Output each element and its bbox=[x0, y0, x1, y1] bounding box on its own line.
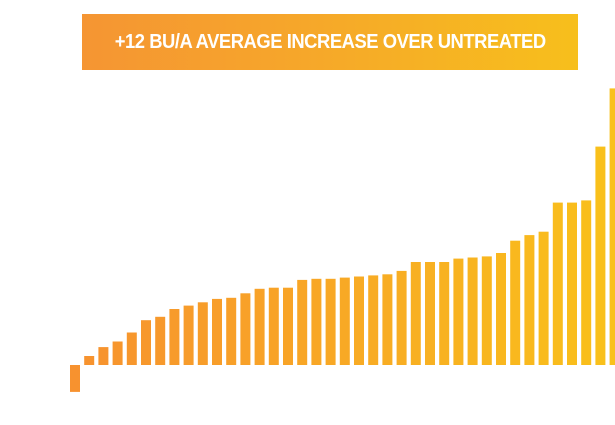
bar-13 bbox=[240, 293, 251, 365]
bar-1 bbox=[70, 365, 80, 392]
bar-25 bbox=[410, 262, 421, 365]
bar-26 bbox=[425, 262, 435, 365]
chart-title: +12 BU/A AVERAGE INCREASE OVER UNTREATED bbox=[114, 30, 546, 53]
bar-8 bbox=[169, 309, 180, 365]
bar-22 bbox=[368, 275, 379, 365]
bar-19 bbox=[325, 278, 336, 365]
bar-4 bbox=[112, 341, 123, 365]
bar-12 bbox=[226, 297, 237, 365]
bar-18 bbox=[311, 278, 322, 365]
bar-2 bbox=[84, 356, 95, 365]
bar-17 bbox=[297, 279, 308, 365]
bar-33 bbox=[524, 235, 535, 365]
bar-30 bbox=[481, 256, 492, 365]
bar-36 bbox=[567, 202, 577, 365]
bar-37 bbox=[581, 200, 592, 365]
bar-34 bbox=[538, 231, 549, 365]
bar-20 bbox=[339, 277, 350, 365]
bar-7 bbox=[155, 316, 166, 365]
bar-29 bbox=[467, 257, 478, 365]
bar-38 bbox=[595, 146, 606, 365]
bar-15 bbox=[268, 287, 279, 365]
bar-9 bbox=[183, 305, 194, 365]
bar-6 bbox=[141, 320, 151, 365]
bar-14 bbox=[254, 288, 265, 365]
bar-39 bbox=[609, 88, 615, 366]
bar-31 bbox=[496, 253, 506, 365]
bar-28 bbox=[453, 258, 464, 365]
bar-35 bbox=[552, 202, 563, 365]
bar-11 bbox=[212, 298, 222, 365]
title-banner: +12 BU/A AVERAGE INCREASE OVER UNTREATED bbox=[82, 14, 578, 70]
bars-group bbox=[70, 88, 615, 392]
bar-32 bbox=[510, 240, 521, 365]
bar-16 bbox=[283, 287, 293, 365]
bar-21 bbox=[354, 276, 364, 365]
bar-23 bbox=[382, 274, 393, 365]
bar-10 bbox=[197, 302, 208, 365]
bar-27 bbox=[439, 262, 450, 365]
bar-5 bbox=[126, 332, 137, 365]
bar-24 bbox=[396, 270, 407, 365]
bar-3 bbox=[98, 347, 109, 365]
